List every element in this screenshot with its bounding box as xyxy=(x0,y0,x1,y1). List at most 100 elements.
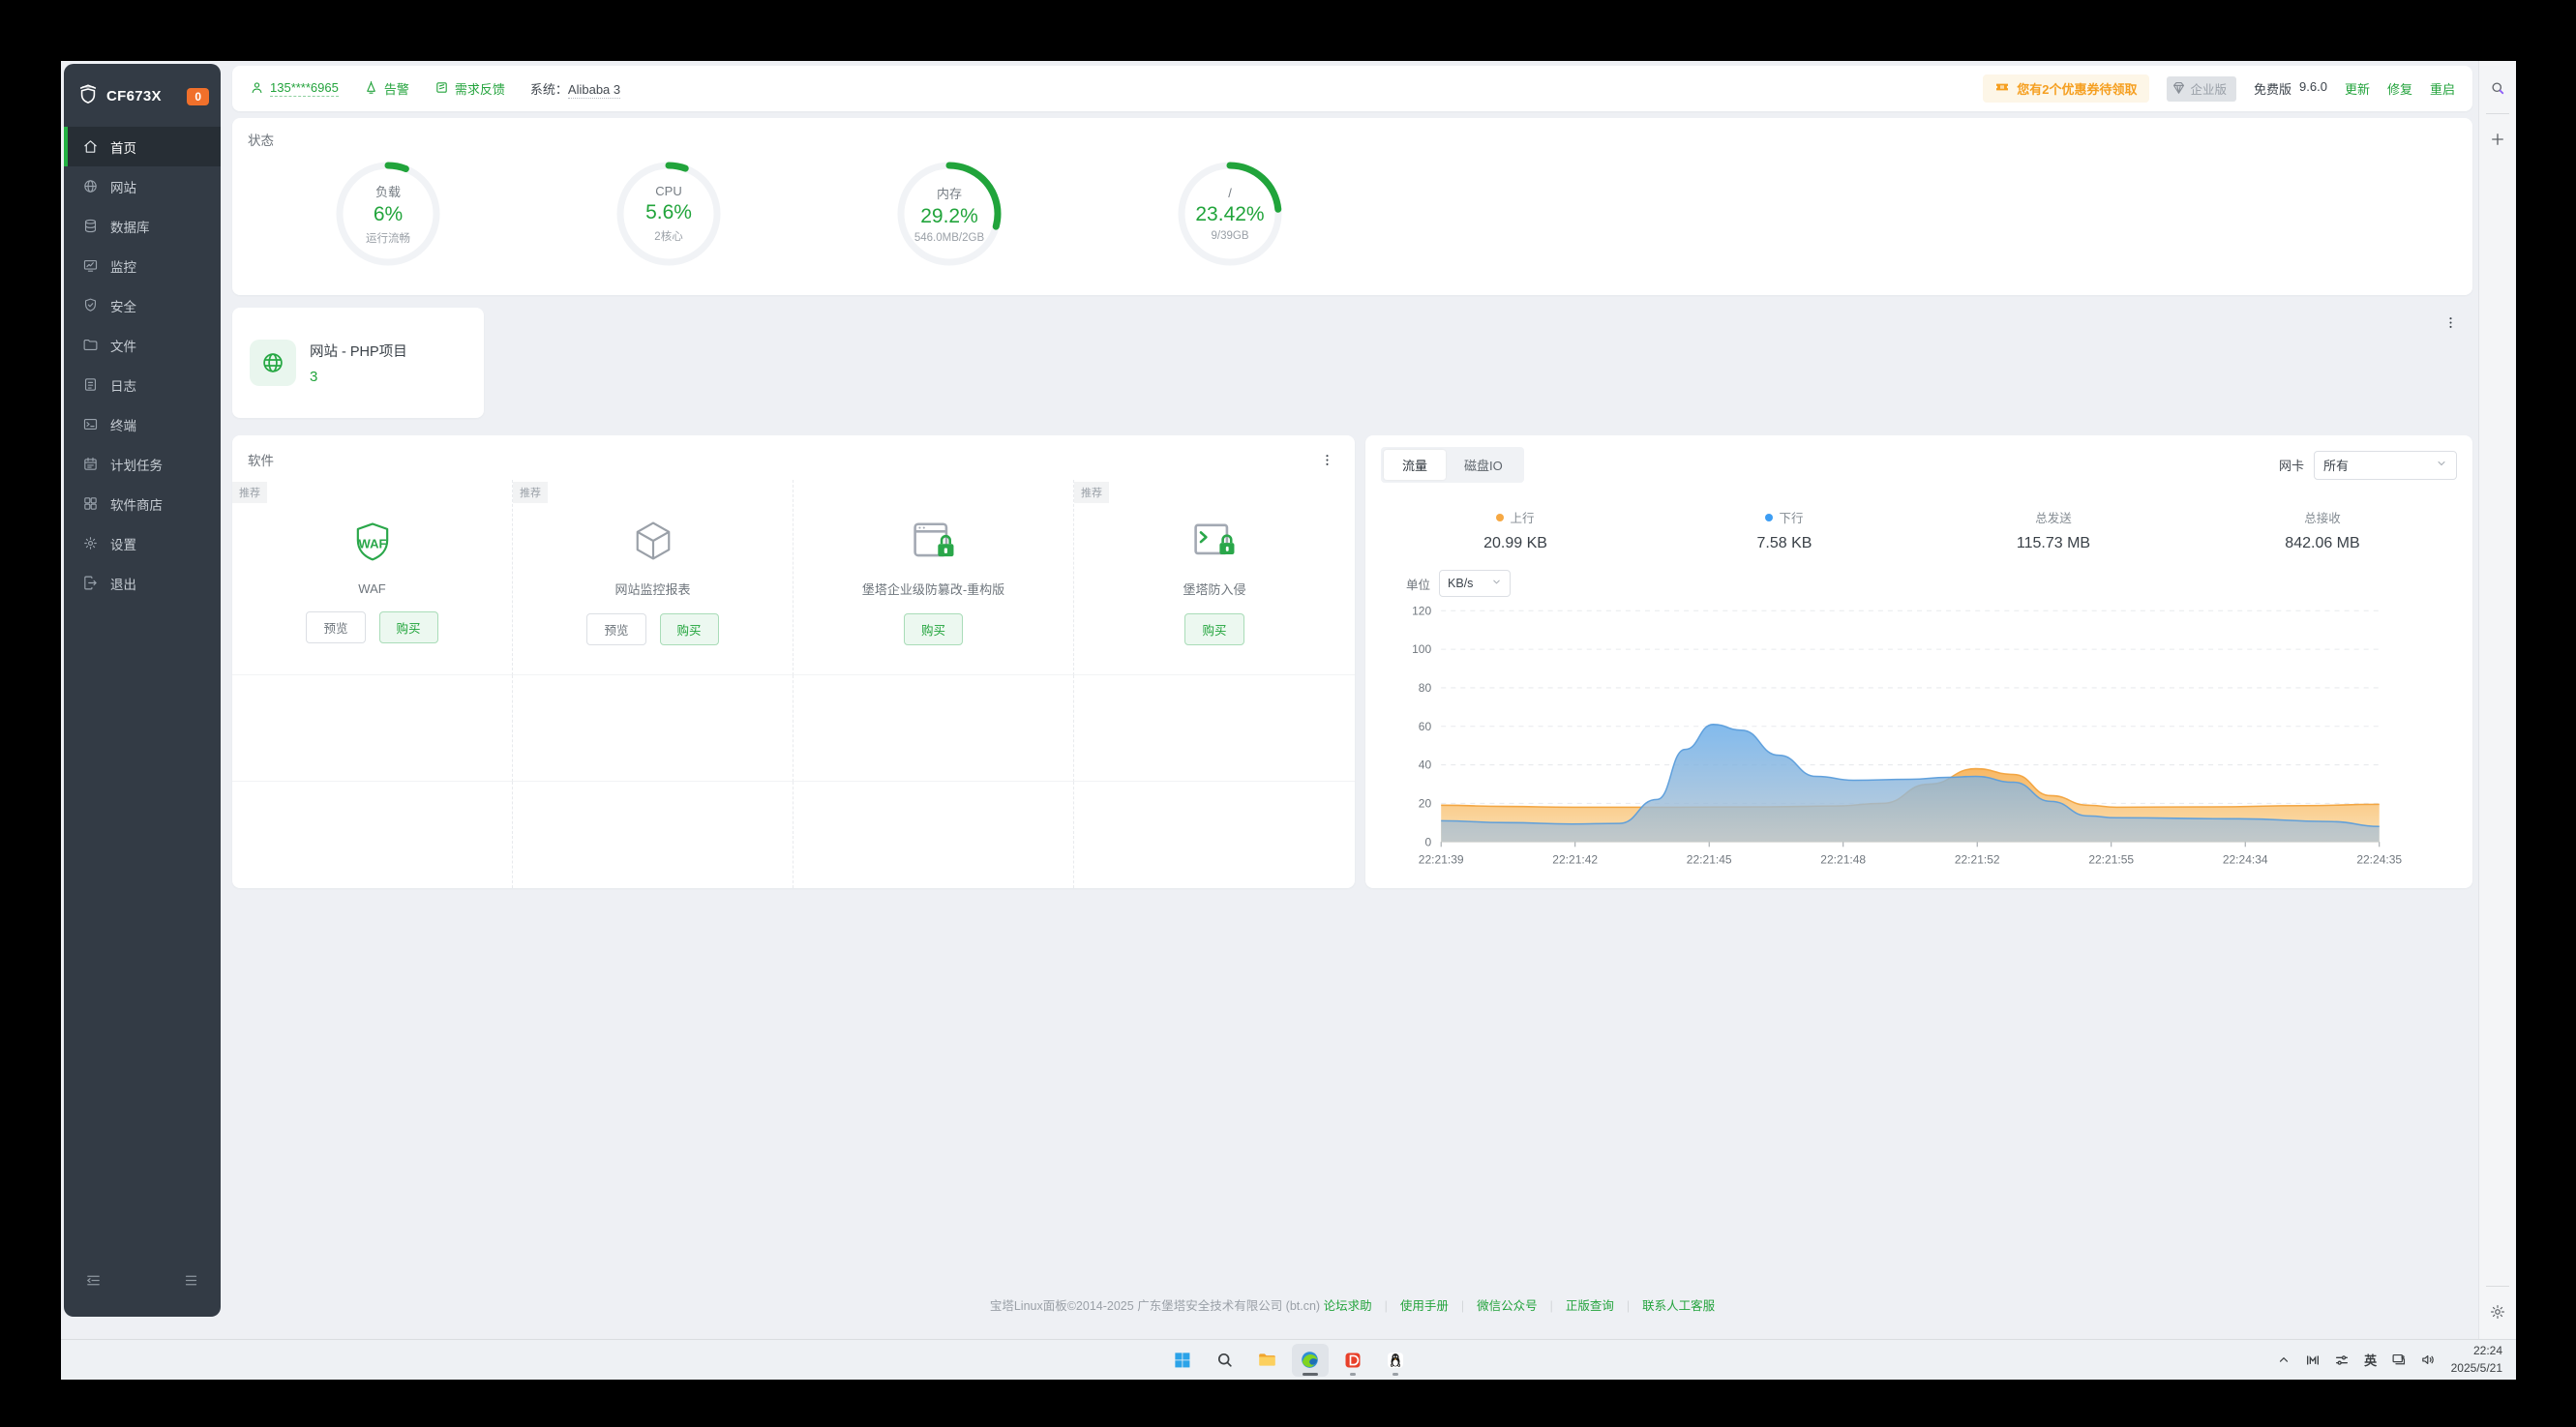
red-reader-app-icon[interactable] xyxy=(1334,1344,1371,1377)
status-gauge-2: 内存 29.2% 546.0MB/2GB xyxy=(809,155,1090,273)
buy-button[interactable]: 购买 xyxy=(1184,612,1244,645)
update-link[interactable]: 更新 xyxy=(2344,82,2370,97)
nic-select[interactable]: 所有 xyxy=(2314,450,2457,480)
sidebar-item-label: 网站 xyxy=(110,180,136,195)
volume-icon[interactable] xyxy=(2416,1346,2441,1375)
footer-link-4[interactable]: 联系人工客服 xyxy=(1642,1299,1716,1313)
tab-traffic[interactable]: 流量 xyxy=(1384,450,1447,480)
rail-add-icon[interactable] xyxy=(2484,126,2511,153)
clock[interactable]: 22:24 2025/5/21 xyxy=(2445,1343,2510,1377)
traffic-chart: 0 20 40 60 80 100 120 22:21:39 22:21:42 22:21:45 2… xyxy=(1387,597,2451,881)
collapse-sidebar-icon[interactable] xyxy=(85,1272,102,1293)
user-icon xyxy=(250,80,264,98)
notification-badge[interactable]: 0 xyxy=(187,87,209,105)
account-link[interactable]: 135****6965 xyxy=(250,80,339,98)
rail-search-icon[interactable] xyxy=(2484,74,2511,102)
enterprise-badge[interactable]: 企业版 xyxy=(2166,75,2237,102)
waf-shield-icon: WAF xyxy=(347,512,398,568)
sidebar-item-logs[interactable]: 日志 xyxy=(64,365,221,404)
coupon-banner[interactable]: 您有2个优惠券待领取 xyxy=(1983,74,2149,103)
sidebar-item-label: 软件商店 xyxy=(110,497,163,513)
network-icon[interactable] xyxy=(2387,1346,2412,1375)
sidebar-item-files[interactable]: 文件 xyxy=(64,325,221,365)
sidebar-item-security[interactable]: 安全 xyxy=(64,285,221,325)
buy-button[interactable]: 购买 xyxy=(903,612,963,645)
stat-value: 20.99 KB xyxy=(1483,535,1547,551)
footer-link-2[interactable]: 微信公众号 xyxy=(1477,1299,1538,1313)
alarm-link[interactable]: 告警 xyxy=(364,79,409,98)
gauge-subtext: 2核心 xyxy=(654,231,683,243)
ime-language-indicator[interactable]: 英 xyxy=(2364,1353,2378,1368)
software-item-3: 推荐 堡塔防入侵 购买 xyxy=(1074,480,1355,675)
preview-button[interactable]: 预览 xyxy=(586,612,646,645)
windows-logo-icon[interactable] xyxy=(1164,1344,1201,1377)
sidebar-item-label: 日志 xyxy=(110,378,136,394)
buy-button[interactable]: 购买 xyxy=(659,612,719,645)
sidebar-item-label: 监控 xyxy=(110,259,136,275)
feedback-link[interactable]: 需求反馈 xyxy=(434,79,505,98)
tray-date: 2025/5/21 xyxy=(2450,1360,2502,1375)
traffic-card: 流量 磁盘IO 网卡 所有 上行 20.99 KB 下行 7.58 KB 总发送 11… xyxy=(1365,435,2472,888)
preview-button[interactable]: 预览 xyxy=(306,610,366,643)
tray-chevron-up-icon[interactable] xyxy=(2271,1346,2296,1375)
sidebar-menu: 首页网站数据库监控安全文件日志终端计划任务软件商店设置 退出 xyxy=(64,127,221,1272)
desktop: CF673X 0 首页网站数据库监控安全文件日志终端计划任务软件商店设置 退出 1… xyxy=(61,61,2516,1380)
shield-icon xyxy=(82,297,99,313)
rail-settings-gear-icon[interactable] xyxy=(2484,1298,2511,1325)
unit-select[interactable]: KB/s xyxy=(1439,570,1512,597)
legend-dot-icon xyxy=(1496,513,1505,521)
sidebar-item-logout[interactable]: 退出 xyxy=(64,563,221,603)
tray-time: 22:24 xyxy=(2472,1344,2502,1358)
stat-value: 7.58 KB xyxy=(1756,535,1812,551)
buy-button[interactable]: 购买 xyxy=(378,610,438,643)
projects-row: 网站 - PHP项目 3 xyxy=(232,308,2472,418)
feedback-doc-icon xyxy=(434,80,449,98)
file-explorer-icon[interactable] xyxy=(1249,1344,1286,1377)
sidebar-item-label: 文件 xyxy=(110,339,136,354)
project-title: 网站 - PHP项目 xyxy=(310,344,407,360)
repair-link[interactable]: 修复 xyxy=(2386,82,2412,97)
project-count[interactable]: 3 xyxy=(310,369,318,385)
sidebar-item-appstore[interactable]: 软件商店 xyxy=(64,484,221,523)
sidebar-item-monitor[interactable]: 监控 xyxy=(64,246,221,285)
software-empty-cell xyxy=(1074,782,1355,888)
qq-messenger-icon[interactable] xyxy=(1377,1344,1414,1377)
taskbar-search-icon[interactable] xyxy=(1207,1344,1243,1377)
menu-list-icon[interactable] xyxy=(183,1272,199,1293)
sidebar-item-label: 终端 xyxy=(110,418,136,433)
system-info[interactable]: 系统：Alibaba 3 xyxy=(529,82,621,99)
svg-text:20: 20 xyxy=(1419,796,1432,810)
recommend-tag: 推荐 xyxy=(232,482,267,503)
software-more-menu-icon[interactable] xyxy=(1314,447,1339,472)
svg-text:22:21:42: 22:21:42 xyxy=(1552,853,1598,867)
alarm-bell-icon xyxy=(364,80,378,98)
stat-label: 总发送 xyxy=(2035,512,2072,525)
footer-link-1[interactable]: 使用手册 xyxy=(1399,1299,1449,1313)
overview-more-menu-icon[interactable] xyxy=(2438,310,2463,335)
footer-link-3[interactable]: 正版查询 xyxy=(1565,1299,1614,1313)
sidebar-item-home[interactable]: 首页 xyxy=(64,127,221,166)
sidebar-item-cron[interactable]: 计划任务 xyxy=(64,444,221,484)
tab-disk-io[interactable]: 磁盘IO xyxy=(1464,459,1503,473)
stat-value: 842.06 MB xyxy=(2285,535,2360,551)
footer-link-0[interactable]: 论坛求助 xyxy=(1323,1299,1372,1313)
footer: 宝塔Linux面板©2014-2025 广东堡塔安全技术有限公司 (bt.cn)… xyxy=(989,1299,1716,1313)
tray-app-icon[interactable] xyxy=(2300,1346,2325,1375)
php-project-card[interactable]: 网站 - PHP项目 3 xyxy=(232,308,484,418)
sidebar-item-database[interactable]: 数据库 xyxy=(64,206,221,246)
tray-sliders-icon[interactable] xyxy=(2329,1346,2354,1375)
sidebar-item-site[interactable]: 网站 xyxy=(64,166,221,206)
logout-icon xyxy=(82,575,99,591)
edge-browser-icon[interactable] xyxy=(1291,1343,1329,1377)
restart-link[interactable]: 重启 xyxy=(2429,82,2455,97)
windows-taskbar: 英 22:24 2025/5/21 xyxy=(61,1339,2516,1380)
sidebar-item-settings[interactable]: 设置 xyxy=(64,523,221,563)
traffic-stat-0: 上行 20.99 KB xyxy=(1381,508,1650,552)
gauge-label: 负载 xyxy=(374,185,401,199)
gauge-subtext: 9/39GB xyxy=(1211,230,1249,242)
monitor-icon xyxy=(82,257,99,274)
software-name: WAF xyxy=(358,580,386,596)
svg-text:60: 60 xyxy=(1419,720,1432,733)
sidebar-item-terminal[interactable]: 终端 xyxy=(64,404,221,444)
logo-row[interactable]: CF673X 0 xyxy=(64,64,221,125)
